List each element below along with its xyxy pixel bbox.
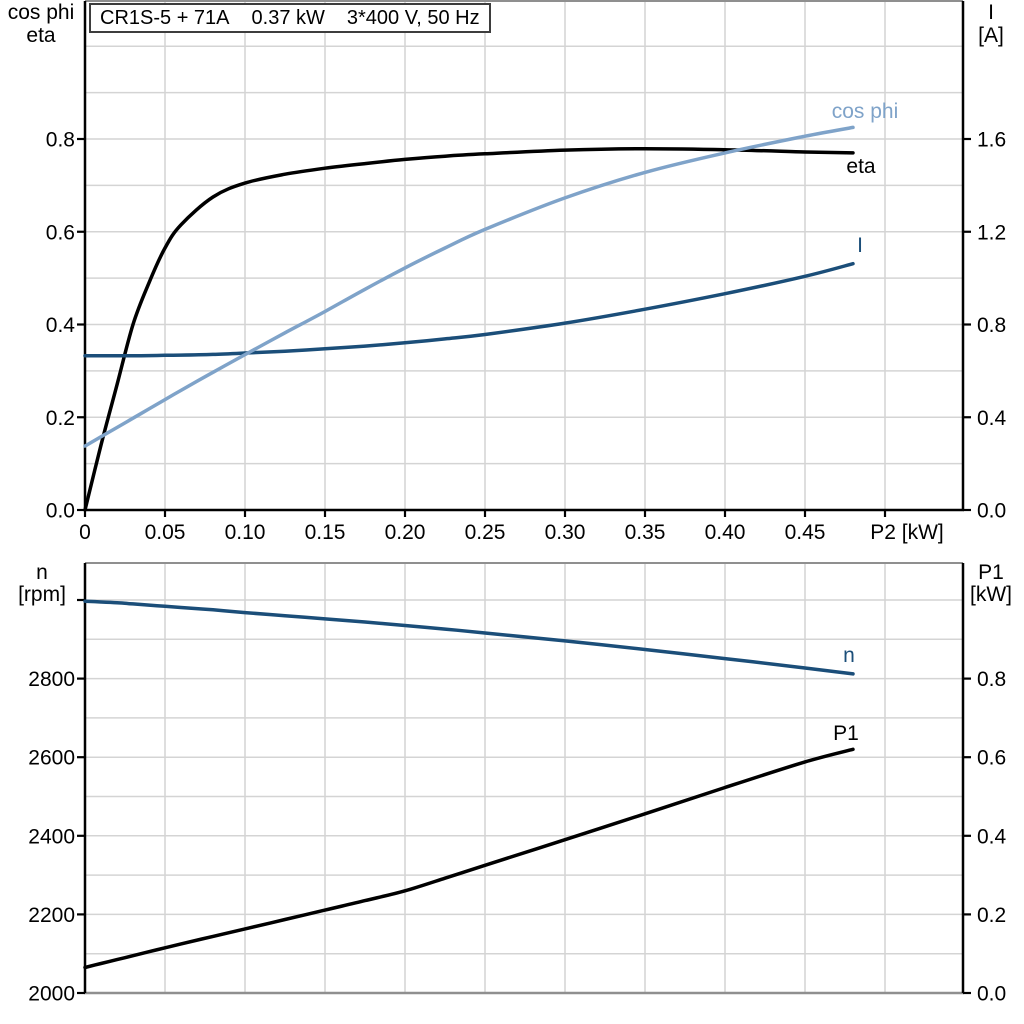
right-tick-label: 0.4 xyxy=(977,407,1007,430)
left-tick-label: 2800 xyxy=(28,668,75,691)
curve-cos-phi xyxy=(83,125,855,448)
x-axis-label: P2 [kW] xyxy=(870,521,944,544)
axis-title-p1-unit: [kW] xyxy=(970,583,1012,606)
chart-title-box: CR1S-5 + 71A 0.37 kW 3*400 V, 50 Hz xyxy=(89,3,491,33)
x-tick-label: 0.15 xyxy=(305,521,346,544)
bottom-right-axis-title: P1 [kW] xyxy=(962,562,1020,606)
left-tick-label: 2000 xyxy=(28,983,75,1006)
pump-model: CR1S-5 + 71A xyxy=(100,6,230,29)
x-tick-label: 0.05 xyxy=(145,521,186,544)
curve-eta xyxy=(83,146,855,512)
top-left-axis-title: cos phi eta xyxy=(2,1,80,47)
x-tick-label: 0.25 xyxy=(465,521,506,544)
x-tick-label: 0.35 xyxy=(625,521,666,544)
right-tick-label: 0.0 xyxy=(977,983,1006,1006)
right-tick-label: 0.0 xyxy=(977,500,1006,523)
axis-title-speed-unit: [rpm] xyxy=(18,583,66,606)
x-tick-label: 0.20 xyxy=(385,521,426,544)
left-tick-label: 0.4 xyxy=(46,314,76,337)
x-tick-label: 0.30 xyxy=(545,521,586,544)
curve-label-p1: P1 xyxy=(833,722,859,745)
right-tick-label: 0.8 xyxy=(977,668,1006,691)
axis-title-current-unit: [A] xyxy=(978,24,1004,47)
right-tick-label: 0.8 xyxy=(977,314,1006,337)
right-tick-label: 1.6 xyxy=(977,129,1006,152)
x-tick-label: 0.10 xyxy=(225,521,266,544)
x-tick-label: 0.45 xyxy=(785,521,826,544)
right-tick-label: 0.4 xyxy=(977,825,1007,848)
left-tick-label: 2200 xyxy=(28,904,75,927)
axis-title-speed: n xyxy=(36,561,48,584)
curve-i xyxy=(83,261,855,358)
axis-title-eta: eta xyxy=(26,24,56,47)
left-tick-label: 0.0 xyxy=(46,500,75,523)
supply-voltage: 3*400 V, 50 Hz xyxy=(346,6,480,29)
right-tick-label: 1.2 xyxy=(977,221,1006,244)
curve-label-current: I xyxy=(857,234,863,257)
left-tick-label: 0.6 xyxy=(46,221,75,244)
axis-title-current: I xyxy=(988,1,994,24)
curve-label-eta: eta xyxy=(846,155,876,178)
curve-label-cos-phi: cos phi xyxy=(831,100,899,123)
curve-label-speed: n xyxy=(843,644,855,667)
axis-title-cos-phi: cos phi xyxy=(7,1,75,24)
bottom-left-axis-title: n [rpm] xyxy=(6,562,78,606)
rated-power: 0.37 kW xyxy=(251,6,325,29)
x-tick-label: 0 xyxy=(79,521,91,544)
left-tick-label: 0.8 xyxy=(46,129,75,152)
left-tick-label: 0.2 xyxy=(46,407,75,430)
curve-p1 xyxy=(83,747,855,970)
left-tick-label: 2400 xyxy=(28,825,75,848)
right-tick-label: 0.6 xyxy=(977,747,1006,770)
axis-title-p1: P1 xyxy=(978,561,1004,584)
curve-n xyxy=(83,599,855,676)
x-tick-label: 0.40 xyxy=(705,521,746,544)
top-right-axis-title: I [A] xyxy=(963,1,1019,47)
left-tick-label: 2600 xyxy=(28,747,75,770)
right-tick-label: 0.2 xyxy=(977,904,1006,927)
